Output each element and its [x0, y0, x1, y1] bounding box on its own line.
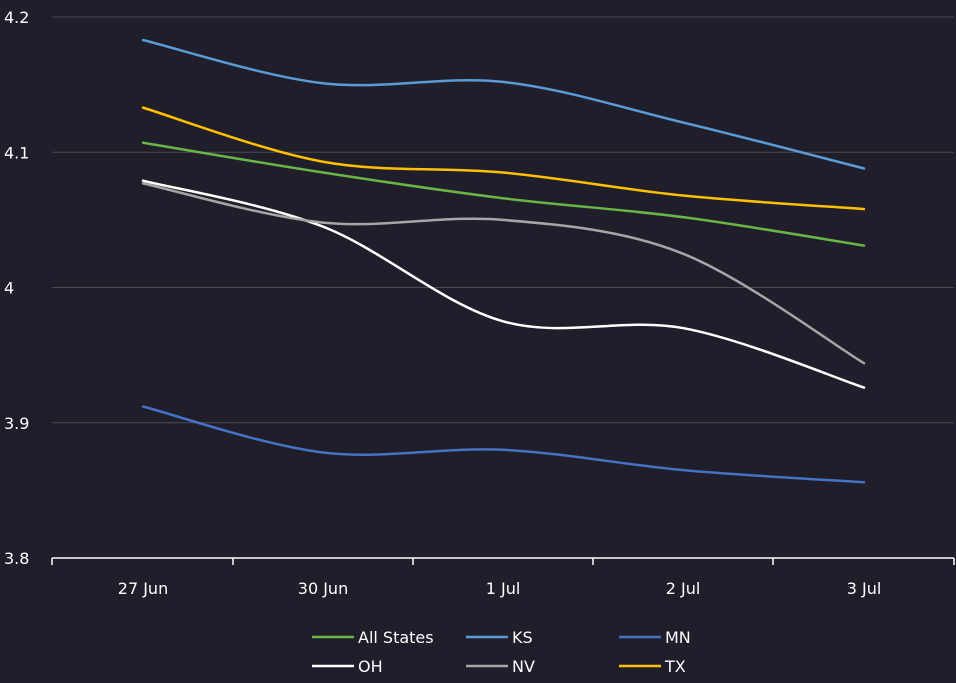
series-line-mn	[141, 405, 866, 484]
series-line-oh	[141, 179, 866, 389]
x-tick-label: 1 Jul	[486, 579, 521, 598]
legend-item-nv: NV	[466, 657, 535, 676]
y-tick-label: 4.1	[4, 143, 29, 162]
series-line-nv	[141, 182, 866, 365]
series-line-tx	[141, 106, 866, 211]
series-line-ks	[141, 38, 866, 170]
series-lines	[141, 38, 866, 484]
legend-label: MN	[665, 628, 691, 647]
y-tick-label: 3.9	[4, 414, 29, 433]
x-tick-label: 3 Jul	[847, 579, 882, 598]
x-tick-label: 2 Jul	[666, 579, 701, 598]
legend: All States KS MN OH NV TX	[312, 628, 691, 676]
legend-item-tx: TX	[619, 657, 686, 676]
legend-label: KS	[512, 628, 533, 647]
y-tick-label: 4.2	[4, 8, 29, 27]
y-tick-label: 4	[4, 279, 14, 298]
series-line-all-states	[141, 141, 866, 247]
y-axis: 4.2 4.1 4 3.9 3.8	[4, 8, 29, 568]
x-tick-label: 27 Jun	[118, 579, 168, 598]
x-tick-label: 30 Jun	[298, 579, 348, 598]
legend-label: All States	[358, 628, 434, 647]
legend-label: OH	[358, 657, 383, 676]
legend-item-all-states: All States	[312, 628, 434, 647]
legend-item-mn: MN	[619, 628, 691, 647]
legend-label: TX	[664, 657, 686, 676]
y-tick-label: 3.8	[4, 549, 29, 568]
legend-item-oh: OH	[312, 657, 383, 676]
x-axis: 27 Jun 30 Jun 1 Jul 2 Jul 3 Jul	[51, 557, 955, 598]
legend-label: NV	[512, 657, 535, 676]
legend-item-ks: KS	[466, 628, 533, 647]
